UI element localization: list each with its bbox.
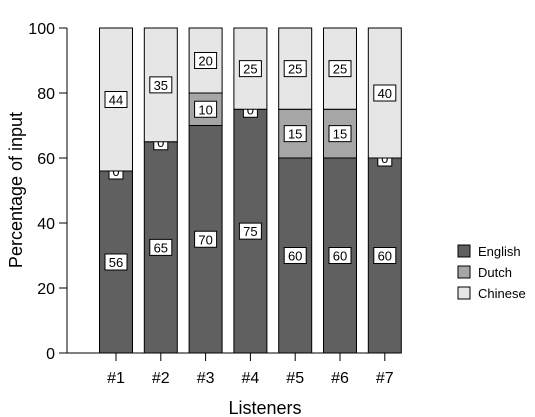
data-label-text: 60	[378, 249, 392, 264]
data-label-chinese-4: 25	[238, 60, 262, 78]
data-label-box	[104, 91, 128, 108]
data-label-text: 15	[333, 127, 347, 142]
y-axis-title: Percentage of input	[6, 112, 26, 268]
x-axis-title: Listeners	[228, 398, 301, 417]
data-label-text: 44	[109, 93, 123, 108]
y-tick-label: 80	[37, 86, 55, 103]
data-label-text: 35	[154, 78, 168, 93]
data-label-box	[194, 100, 218, 118]
data-label-english-5: 60	[283, 247, 307, 264]
y-tick-label: 100	[28, 21, 55, 38]
data-label-box	[328, 125, 352, 143]
legend-label: English	[478, 244, 521, 259]
y-tick-label: 0	[46, 346, 55, 363]
legend-label: Chinese	[478, 286, 526, 301]
y-tick-label: 20	[37, 281, 55, 298]
x-tick-label: #4	[242, 370, 260, 387]
data-label-chinese-5: 25	[283, 60, 307, 78]
x-tick-label: #2	[152, 370, 170, 387]
legend-swatch	[457, 265, 471, 279]
data-label-dutch-3: 10	[194, 100, 218, 118]
data-label-english-4: 75	[238, 222, 262, 240]
data-label-text: 10	[198, 102, 212, 117]
data-label-text: 25	[243, 62, 257, 77]
data-label-box	[238, 60, 262, 78]
legend-item-chinese: Chinese	[457, 286, 526, 301]
data-label-text: 75	[243, 224, 257, 239]
data-label-box	[328, 247, 352, 264]
y-tick-label: 40	[37, 216, 55, 233]
data-label-chinese-1: 44	[104, 91, 128, 108]
data-label-box	[104, 253, 128, 271]
data-label-text: 70	[198, 232, 212, 247]
data-label-box	[283, 247, 307, 264]
data-label-box	[194, 230, 218, 248]
data-label-english-1: 56	[104, 253, 128, 271]
data-label-text: 15	[288, 127, 302, 142]
plot-area: 56044650357010207502560152560152560040	[99, 27, 402, 354]
data-label-box	[194, 52, 218, 69]
legend-swatch	[457, 244, 471, 258]
y-axis: 0 20 40 60 80 100	[28, 21, 68, 363]
data-label-text: 25	[333, 62, 347, 77]
data-label-box	[149, 238, 173, 256]
x-tick-label: #7	[376, 370, 394, 387]
legend-item-dutch: Dutch	[457, 265, 512, 280]
data-label-box	[283, 125, 307, 143]
data-label-english-6: 60	[328, 247, 352, 264]
data-label-chinese-2: 35	[149, 76, 173, 94]
data-label-box	[373, 247, 397, 264]
x-tick-label: #1	[107, 370, 125, 387]
x-tick-label: #5	[286, 370, 304, 387]
data-label-text: 25	[288, 62, 302, 77]
x-axis: #1 #2 #3 #4 #5 #6 #7	[67, 352, 396, 387]
data-label-box	[283, 60, 307, 78]
data-label-dutch-6: 15	[328, 125, 352, 143]
data-label-dutch-5: 15	[283, 125, 307, 143]
data-label-english-7: 60	[373, 247, 397, 264]
legend-label: Dutch	[478, 265, 512, 280]
legend-swatch	[457, 286, 471, 300]
data-label-box	[328, 60, 352, 78]
data-label-text: 60	[333, 249, 347, 264]
data-label-box	[238, 222, 262, 240]
y-tick-label: 60	[37, 151, 55, 168]
data-label-text: 60	[288, 249, 302, 264]
data-label-chinese-7: 40	[373, 84, 397, 102]
data-label-text: 65	[154, 240, 168, 255]
data-label-chinese-6: 25	[328, 60, 352, 78]
data-label-text: 56	[109, 255, 123, 270]
legend: English Dutch Chinese	[457, 244, 526, 301]
data-label-chinese-3: 20	[194, 52, 218, 69]
x-tick-label: #6	[331, 370, 349, 387]
data-label-text: 40	[378, 86, 392, 101]
legend-item-english: English	[457, 244, 521, 259]
data-label-english-3: 70	[194, 230, 218, 248]
data-label-english-2: 65	[149, 238, 173, 256]
data-label-text: 20	[198, 54, 212, 69]
data-label-box	[373, 84, 397, 102]
x-tick-label: #3	[197, 370, 215, 387]
data-label-box	[149, 76, 173, 94]
